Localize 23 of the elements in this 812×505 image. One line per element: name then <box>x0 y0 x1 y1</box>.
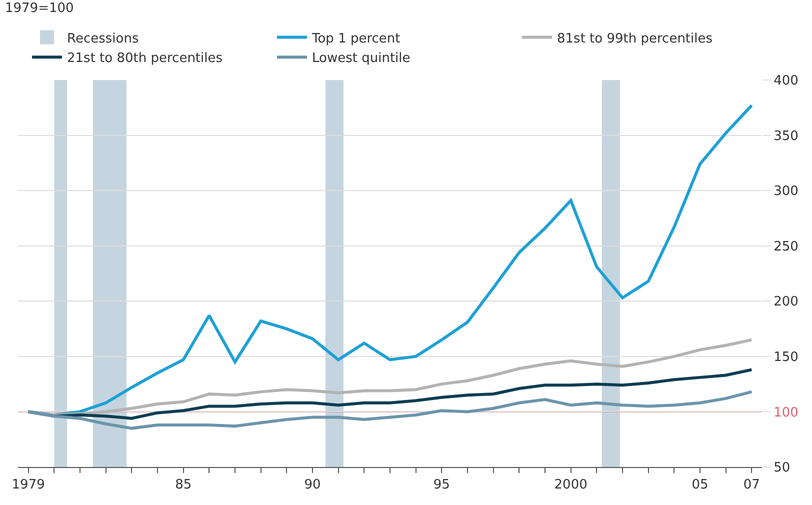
line-series <box>26 390 754 430</box>
y-tick-label: 50 <box>774 460 790 476</box>
y-tick-label: 300 <box>774 184 798 200</box>
x-tick-label: 07 <box>743 478 760 493</box>
x-tick-label: 2000 <box>554 478 588 493</box>
legend-label: Top 1 percent <box>311 31 400 46</box>
line-series <box>26 338 754 417</box>
y-tick-label: 100 <box>774 405 798 420</box>
legend-label: Recessions <box>67 31 139 46</box>
legend-label: Lowest quintile <box>312 51 410 66</box>
x-tick-label: 90 <box>304 478 321 493</box>
y-tick-label: 250 <box>774 239 798 254</box>
y-tick-label: 150 <box>774 350 798 365</box>
y-tick-label: 400 <box>774 74 798 89</box>
x-tick-label: 05 <box>692 478 708 493</box>
x-tick-label: 1979 <box>12 478 45 493</box>
legend-label: 21st to 80th percentiles <box>67 51 223 66</box>
chart-subtitle: 1979=100 <box>5 1 74 16</box>
x-tick-label: 85 <box>175 478 192 493</box>
legend-label: 81st to 99th percentiles <box>557 31 713 46</box>
y-tick-label: 200 <box>774 294 798 310</box>
y-tick-label: 350 <box>774 128 798 144</box>
x-tick-label: 95 <box>433 478 450 493</box>
